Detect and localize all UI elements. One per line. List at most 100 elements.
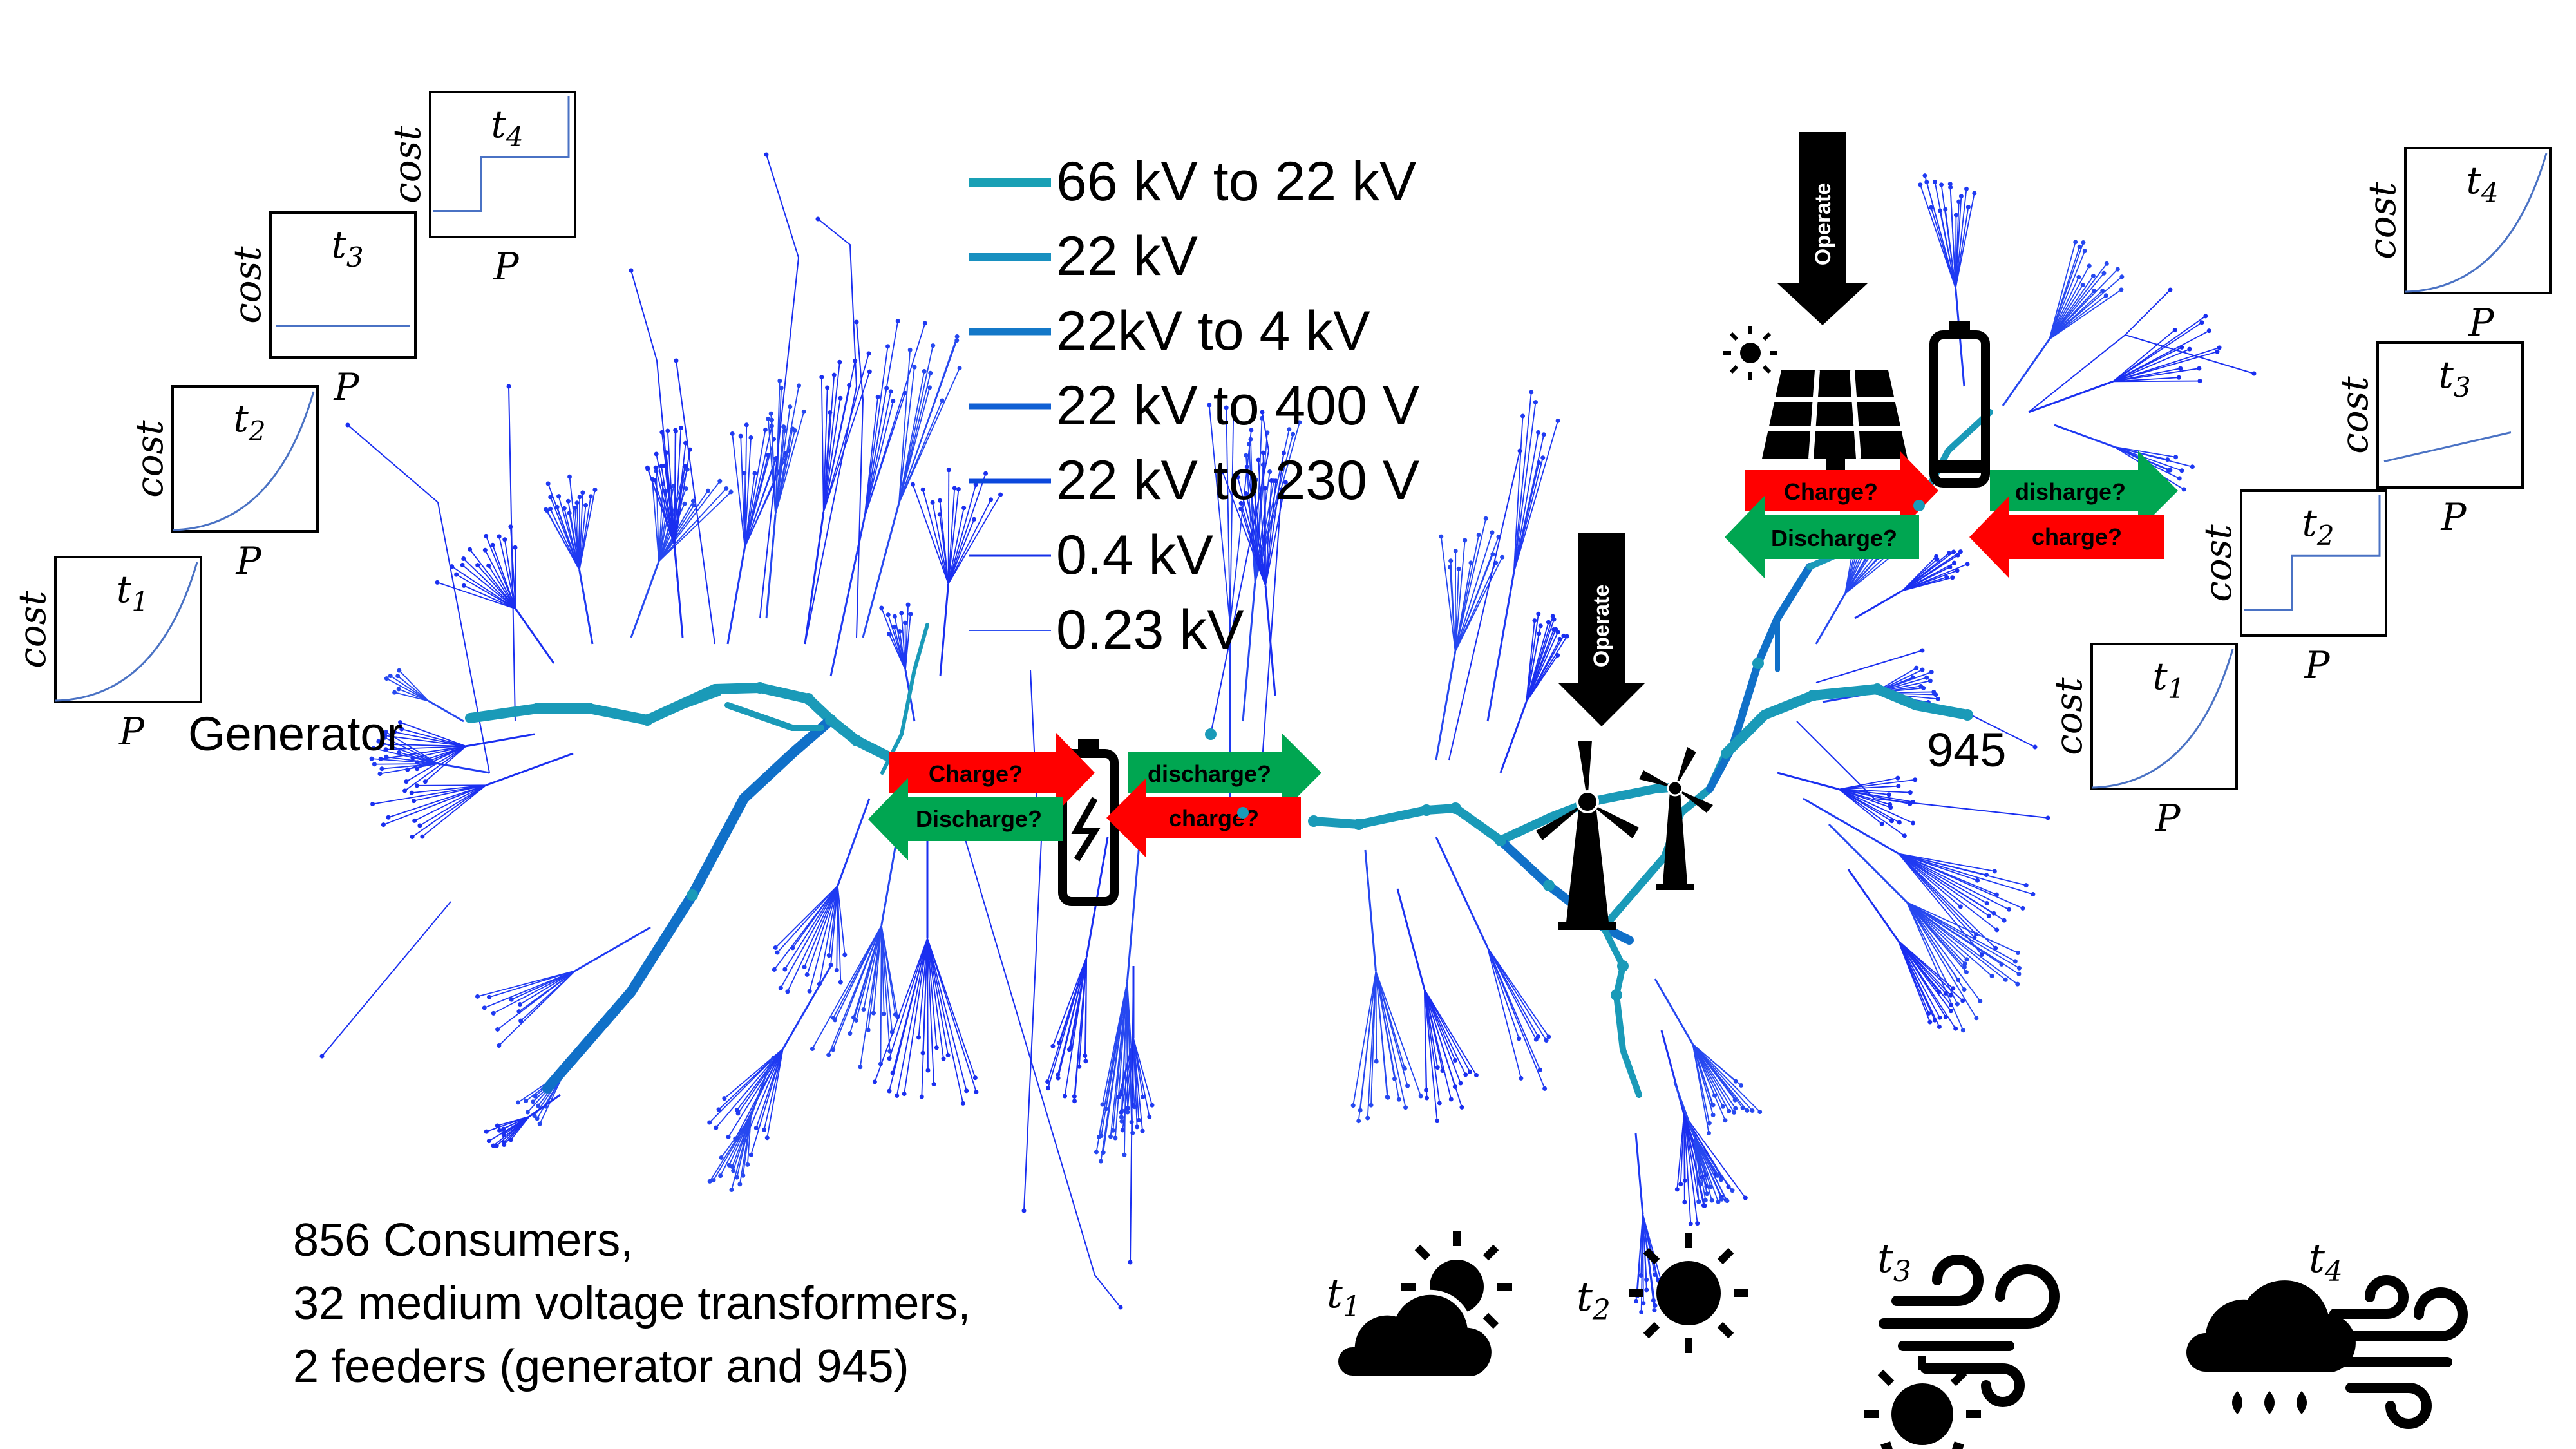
- consumer-node: [1953, 213, 1958, 218]
- consumer-node: [420, 834, 425, 839]
- consumer-node: [728, 489, 734, 495]
- consumer-node: [1256, 457, 1261, 462]
- consumer-node: [1136, 1117, 1141, 1122]
- consumer-node: [745, 1162, 750, 1167]
- consumer-node: [931, 343, 936, 348]
- lateral-branch: [731, 1115, 752, 1190]
- consumer-node: [1965, 205, 1971, 210]
- consumer-node: [396, 687, 401, 692]
- lateral-stem: [529, 1094, 561, 1117]
- consumer-node: [912, 365, 917, 370]
- consumer-node: [1723, 1118, 1728, 1123]
- consumer-node: [1933, 692, 1938, 697]
- lateral-branch: [1692, 1043, 1761, 1113]
- lateral-branch: [1693, 1136, 1728, 1202]
- consumer-node: [1435, 1119, 1440, 1124]
- lateral-branch: [372, 758, 439, 764]
- weather-t4-t: t: [2309, 1235, 2325, 1282]
- lateral-branch: [927, 938, 944, 1059]
- consumer-node: [972, 516, 977, 522]
- consumer-node: [1964, 957, 1969, 962]
- lateral-branch: [1683, 1114, 1685, 1202]
- consumer-node: [1541, 432, 1546, 437]
- consumer-node: [1098, 1159, 1103, 1164]
- lateral-branch: [1246, 466, 1266, 586]
- legend-label: 22 kV to 400 V: [1056, 375, 1419, 437]
- cost-curve: [55, 562, 198, 702]
- lateral-branch: [880, 925, 882, 1065]
- lateral-branch: [383, 784, 487, 826]
- consumer-node: [682, 464, 687, 469]
- lateral-branch: [1692, 1043, 1735, 1113]
- weather-t4: t4: [2186, 1235, 2468, 1429]
- lateral-branch: [1897, 940, 1947, 1018]
- consumer-node: [1125, 1110, 1130, 1115]
- consumer-node: [2187, 346, 2192, 352]
- consumer-node: [920, 487, 925, 492]
- consumer-node: [1546, 620, 1551, 625]
- lateral-branch: [1839, 788, 1913, 824]
- consumer-node: [815, 216, 820, 222]
- long-lateral: [804, 218, 858, 645]
- consumer-node: [902, 1092, 907, 1097]
- bus-node: [825, 714, 837, 726]
- consumer-node: [1951, 986, 1956, 991]
- consumer-node: [1231, 402, 1236, 408]
- lateral-branch: [1898, 853, 2023, 909]
- discharge-in-arrow-left: Discharge?: [868, 778, 1063, 860]
- consumer-node: [372, 762, 377, 767]
- consumer-node: [960, 1101, 965, 1106]
- lateral-branch: [1683, 1113, 1747, 1198]
- lateral-branch: [658, 491, 732, 562]
- cost-plot-frame: [54, 556, 202, 703]
- weather-t2: t2: [1577, 1233, 1748, 1353]
- lateral-branch: [1487, 947, 1549, 1037]
- lateral-branch: [874, 938, 928, 1083]
- lateral-branch: [1258, 459, 1266, 586]
- consumer-node: [773, 945, 778, 950]
- lateral-branch: [1955, 193, 1975, 289]
- consumer-node: [1958, 904, 1963, 909]
- consumer-node: [772, 967, 777, 972]
- consumer-node: [531, 1099, 536, 1104]
- lateral-branch: [404, 746, 467, 791]
- consumer-node: [2177, 476, 2182, 481]
- lateral-branch: [739, 1115, 752, 1184]
- consumer-node: [1740, 1105, 1745, 1110]
- lateral-branch: [464, 585, 516, 610]
- consumer-node: [2012, 959, 2018, 964]
- consumer-node: [567, 474, 572, 479]
- lateral-branch: [750, 1048, 784, 1155]
- consumer-node: [1564, 634, 1569, 639]
- weather-t2-sub: 2: [1592, 1294, 1611, 1327]
- lateral-branch: [947, 494, 1001, 585]
- consumer-node: [907, 347, 913, 352]
- long-lateral: [676, 360, 715, 645]
- summary-line-2: 32 medium voltage transformers,: [293, 1278, 971, 1329]
- consumer-node: [1435, 1065, 1440, 1070]
- lateral-branch: [881, 607, 906, 670]
- consumer-node: [1733, 1079, 1738, 1084]
- cost-plot-frame: [2376, 341, 2524, 489]
- consumer-node: [1141, 1095, 1146, 1100]
- bus-node: [1962, 709, 1973, 721]
- consumer-node: [2082, 249, 2087, 254]
- consumer-node: [778, 985, 783, 990]
- lateral-branch: [2114, 446, 2193, 468]
- lateral-branch: [744, 439, 775, 547]
- consumer-node: [802, 965, 807, 970]
- weather-t2-t: t: [1577, 1273, 1593, 1320]
- consumer-node: [1937, 208, 1942, 213]
- lateral-branch: [1683, 1114, 1700, 1202]
- consumer-node: [1719, 1177, 1724, 1182]
- consumer-node: [1207, 402, 1212, 408]
- lateral-stem: [1364, 849, 1377, 972]
- consumer-node: [1948, 992, 1953, 998]
- lateral-stem: [726, 547, 746, 645]
- lateral-stem: [1815, 593, 1846, 645]
- bus-node: [532, 703, 544, 714]
- consumer-node: [1405, 1083, 1410, 1088]
- lateral-branch: [1121, 1038, 1134, 1113]
- lateral-stem: [1486, 573, 1515, 722]
- consumer-node: [402, 788, 408, 793]
